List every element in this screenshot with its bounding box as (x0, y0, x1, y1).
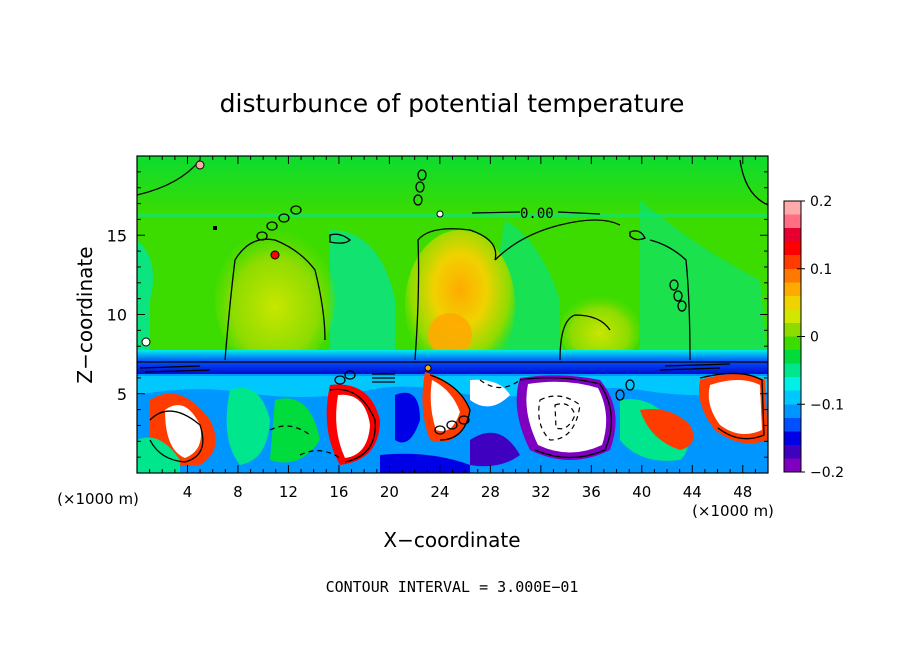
y-axis-label: Z−coordinate (73, 246, 97, 383)
cool-region-left (137, 240, 154, 360)
tropopause-band (137, 350, 768, 376)
colorbar-tick-label: −0.2 (810, 465, 844, 481)
chart-title: disturbunce of potential temperature (220, 89, 685, 118)
warm-column-1 (215, 230, 335, 370)
x-tick-label: 32 (531, 483, 550, 501)
colorbar-tick-label: 0 (810, 330, 819, 346)
x-tick-label: 48 (733, 483, 752, 501)
colorbar-ticks: 0.2 0.1 0 −0.1 −0.2 (797, 194, 844, 481)
y-axis-ticks: 5 10 15 (107, 171, 768, 458)
warm-column-3 (560, 295, 640, 365)
contour-interval-note: CONTOUR INTERVAL = 3.000E−01 (326, 578, 579, 596)
x-tick-label: 16 (329, 483, 348, 501)
x-origin-unit: (×1000 m) (57, 490, 139, 508)
x-tick-label: 4 (183, 483, 193, 501)
y-tick-label: 5 (117, 385, 127, 404)
x-tick-label: 40 (632, 483, 651, 501)
colorbar-tick-label: 0.1 (810, 262, 832, 278)
contour-label: 0.00 (520, 206, 554, 222)
x-tick-label: 20 (380, 483, 399, 501)
small-features (141, 160, 444, 372)
plot-field: 0.00 (137, 156, 768, 473)
x-tick-label: 8 (233, 483, 243, 501)
x-axis-label: X−coordinate (383, 528, 520, 552)
x-tick-label: 36 (582, 483, 601, 501)
x-tick-label: 28 (481, 483, 500, 501)
colorbar-tick-label: −0.1 (810, 397, 844, 413)
negative-contours (269, 379, 581, 459)
x-tick-label: 44 (683, 483, 702, 501)
x-tick-label: 24 (430, 483, 449, 501)
y-tick-label: 10 (107, 306, 127, 325)
x-axis-ticks: 4 8 12 16 20 24 28 32 36 40 44 48 (149, 156, 756, 501)
y-tick-label: 15 (107, 226, 127, 245)
upper-band (137, 156, 768, 216)
cool-region-mid (330, 230, 395, 360)
colorbar-tick-label: 0.2 (810, 194, 832, 210)
contour-lines (137, 159, 768, 463)
x-axis-unit: (×1000 m) (692, 502, 774, 520)
x-tick-label: 12 (279, 483, 298, 501)
